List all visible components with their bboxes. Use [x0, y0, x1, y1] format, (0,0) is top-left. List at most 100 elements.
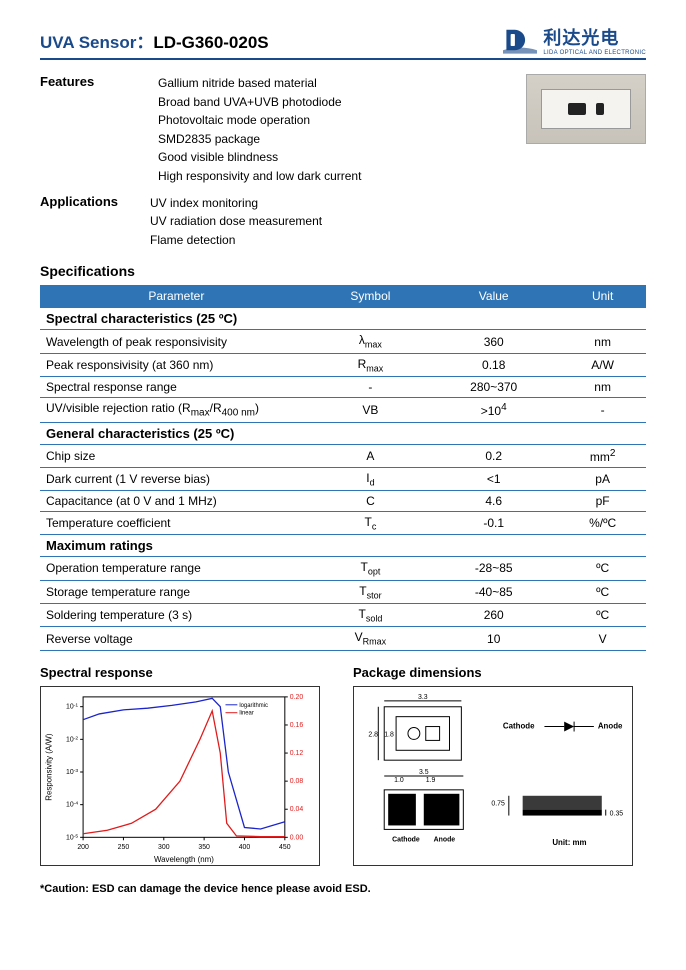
param-cell: Storage temperature range: [40, 580, 313, 603]
svg-text:linear: linear: [239, 711, 254, 717]
unit-cell: pA: [559, 467, 646, 490]
svg-text:0.12: 0.12: [290, 750, 304, 757]
table-row: Dark current (1 V reverse bias)Id<1pA: [40, 467, 646, 490]
value-cell: <1: [428, 467, 559, 490]
svg-text:1.0: 1.0: [394, 777, 404, 784]
spec-group-heading: Maximum ratings: [40, 535, 646, 557]
svg-text:10-5: 10-5: [66, 833, 78, 842]
svg-text:Wavelength (nm): Wavelength (nm): [154, 855, 214, 864]
package-dimensions-title: Package dimensions: [353, 665, 646, 680]
unit-cell: ºC: [559, 580, 646, 603]
svg-text:0.35: 0.35: [610, 810, 624, 817]
unit-cell: ºC: [559, 604, 646, 627]
spectral-response-chart: 200250300350400450Wavelength (nm)10-510-…: [40, 686, 320, 866]
applications-block: Applications UV index monitoringUV radia…: [40, 194, 646, 250]
features-item: Gallium nitride based material: [158, 74, 518, 93]
value-cell: -28~85: [428, 557, 559, 580]
specifications-table: Parameter Symbol Value Unit Spectral cha…: [40, 285, 646, 651]
caution-text: *Caution: ESD can damage the device henc…: [40, 883, 371, 895]
col-value: Value: [428, 285, 559, 308]
value-cell: 360: [428, 330, 559, 353]
value-cell: >104: [428, 398, 559, 422]
svg-text:0.08: 0.08: [290, 778, 304, 785]
svg-text:300: 300: [158, 844, 170, 851]
features-item: SMD2835 package: [158, 130, 518, 149]
svg-text:250: 250: [118, 844, 130, 851]
table-row: Reverse voltageVRmax10V: [40, 627, 646, 650]
table-row: Operation temperature rangeTopt-28~85ºC: [40, 557, 646, 580]
features-label: Features: [40, 74, 150, 186]
page-title: UVA Sensor：LD-G360-020S: [40, 28, 269, 53]
col-unit: Unit: [559, 285, 646, 308]
unit-cell: nm: [559, 330, 646, 353]
param-cell: Temperature coefficient: [40, 511, 313, 534]
param-cell: Capacitance (at 0 V and 1 MHz): [40, 490, 313, 511]
table-row: Storage temperature rangeTstor-40~85ºC: [40, 580, 646, 603]
symbol-cell: -: [313, 377, 428, 398]
specifications-heading: Specifications: [40, 263, 646, 279]
svg-text:Unit: mm: Unit: mm: [552, 838, 586, 847]
col-symbol: Symbol: [313, 285, 428, 308]
table-row: Wavelength of peak responsivisityλmax360…: [40, 330, 646, 353]
svg-text:0.75: 0.75: [491, 801, 505, 808]
unit-cell: -: [559, 398, 646, 422]
unit-cell: ºC: [559, 557, 646, 580]
param-cell: Chip size: [40, 444, 313, 467]
applications-item: Flame detection: [150, 231, 646, 250]
applications-item: UV index monitoring: [150, 194, 646, 213]
param-cell: Operation temperature range: [40, 557, 313, 580]
svg-text:1.9: 1.9: [426, 777, 436, 784]
value-cell: 260: [428, 604, 559, 627]
param-cell: Spectral response range: [40, 377, 313, 398]
unit-cell: A/W: [559, 353, 646, 376]
value-cell: -0.1: [428, 511, 559, 534]
svg-text:450: 450: [279, 844, 291, 851]
param-cell: Peak responsivisity (at 360 nm): [40, 353, 313, 376]
symbol-cell: Topt: [313, 557, 428, 580]
param-cell: Reverse voltage: [40, 627, 313, 650]
svg-text:0.20: 0.20: [290, 694, 304, 701]
symbol-cell: Tstor: [313, 580, 428, 603]
spectral-response-block: Spectral response 200250300350400450Wave…: [40, 665, 333, 869]
svg-text:Cathode: Cathode: [392, 836, 420, 843]
value-cell: 0.18: [428, 353, 559, 376]
value-cell: 10: [428, 627, 559, 650]
symbol-cell: Rmax: [313, 353, 428, 376]
spec-group-heading: Spectral characteristics (25 ºC): [40, 308, 646, 330]
package-dimensions-diagram: 3.32.81.8CathodeAnode1.01.93.5CathodeAno…: [353, 686, 633, 866]
symbol-cell: A: [313, 444, 428, 467]
svg-text:0.00: 0.00: [290, 834, 304, 841]
applications-item: UV radiation dose measurement: [150, 212, 646, 231]
svg-text:2.8: 2.8: [368, 731, 378, 738]
unit-cell: pF: [559, 490, 646, 511]
symbol-cell: Tsold: [313, 604, 428, 627]
table-row: UV/visible rejection ratio (Rmax/R400 nm…: [40, 398, 646, 422]
unit-cell: mm2: [559, 444, 646, 467]
features-block: Features Gallium nitride based materialB…: [40, 74, 646, 186]
unit-cell: nm: [559, 377, 646, 398]
features-item: High responsivity and low dark current: [158, 167, 518, 186]
svg-text:Anode: Anode: [598, 721, 623, 730]
svg-text:200: 200: [77, 844, 89, 851]
table-row: Temperature coefficientTc-0.1%/ºC: [40, 511, 646, 534]
svg-text:400: 400: [239, 844, 251, 851]
features-list: Gallium nitride based materialBroad band…: [158, 74, 518, 186]
svg-text:3.3: 3.3: [418, 694, 428, 701]
svg-text:Responsivity (A/W): Responsivity (A/W): [44, 733, 53, 801]
table-row: Capacitance (at 0 V and 1 MHz)C4.6pF: [40, 490, 646, 511]
figures-row: Spectral response 200250300350400450Wave…: [40, 665, 646, 869]
features-item: Broad band UVA+UVB photodiode: [158, 93, 518, 112]
param-cell: Wavelength of peak responsivisity: [40, 330, 313, 353]
symbol-cell: VRmax: [313, 627, 428, 650]
svg-text:1.8: 1.8: [384, 731, 394, 738]
symbol-cell: λmax: [313, 330, 428, 353]
param-cell: Soldering temperature (3 s): [40, 604, 313, 627]
param-cell: Dark current (1 V reverse bias): [40, 467, 313, 490]
table-row: Chip sizeA0.2mm2: [40, 444, 646, 467]
value-cell: 280~370: [428, 377, 559, 398]
features-item: Good visible blindness: [158, 148, 518, 167]
svg-text:Cathode: Cathode: [503, 721, 535, 730]
applications-label: Applications: [40, 194, 150, 250]
svg-text:10-3: 10-3: [66, 767, 78, 776]
unit-cell: V: [559, 627, 646, 650]
